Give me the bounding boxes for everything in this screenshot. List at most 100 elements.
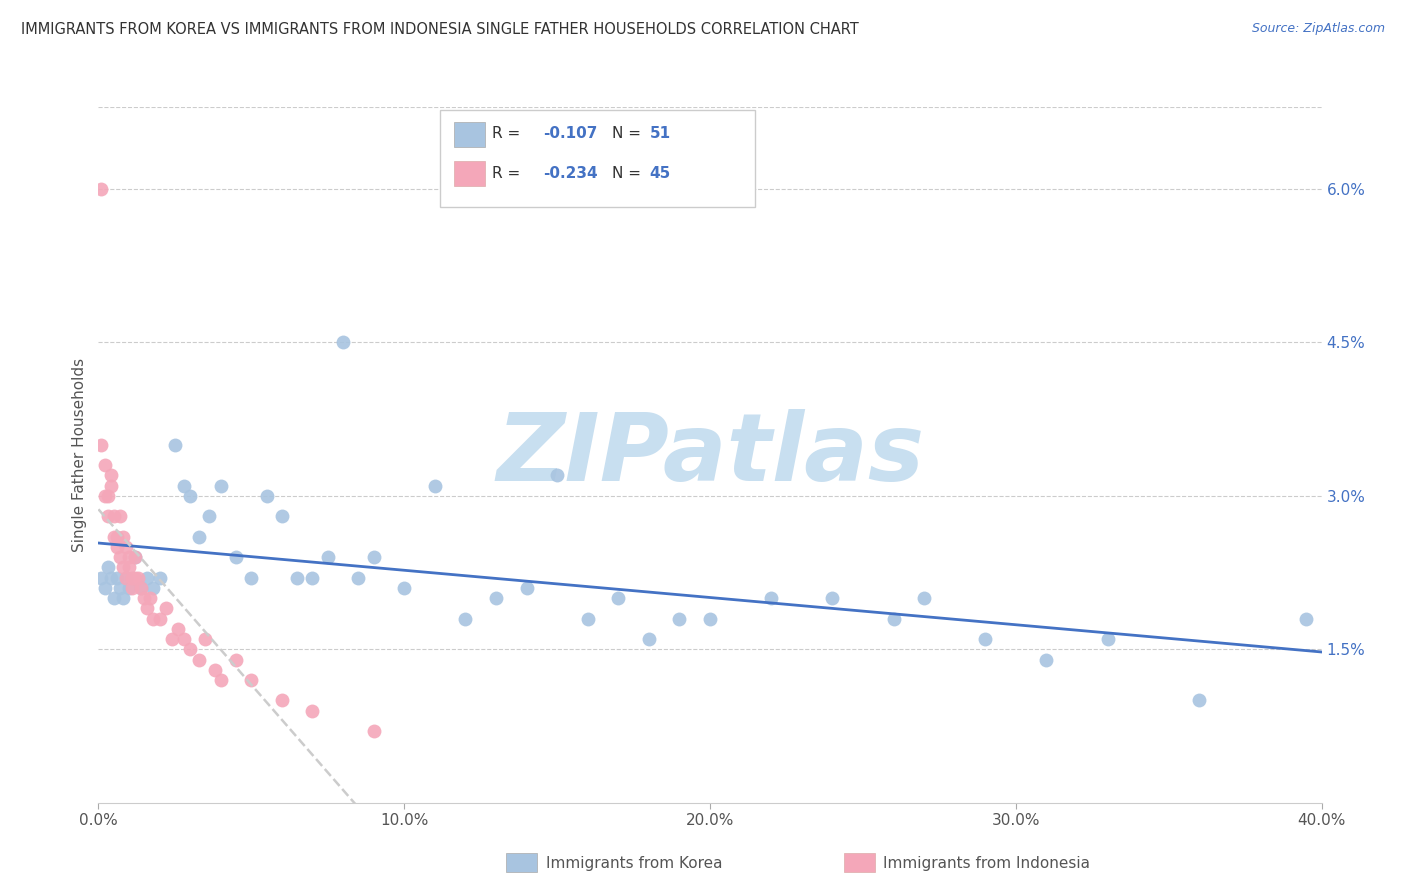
Point: [173, 478, 195, 492]
Point: [142, 581, 165, 595]
Point: [103, 509, 125, 524]
Point: [129, 581, 152, 595]
Point: [121, 571, 143, 585]
Text: -0.234: -0.234: [543, 166, 598, 180]
Point: [209, 673, 232, 687]
Point: [316, 550, 339, 565]
Point: [115, 571, 138, 585]
Point: [167, 622, 190, 636]
Point: [270, 693, 292, 707]
Point: [759, 591, 782, 606]
Point: [108, 509, 131, 524]
Point: [225, 550, 247, 565]
Point: [97, 560, 120, 574]
Point: [139, 591, 162, 606]
Point: [974, 632, 997, 646]
Point: [637, 632, 661, 646]
Point: [607, 591, 630, 606]
Point: [100, 468, 122, 483]
Point: [1097, 632, 1119, 646]
Text: Immigrants from Indonesia: Immigrants from Indonesia: [883, 856, 1090, 871]
Point: [576, 612, 599, 626]
Point: [883, 612, 905, 626]
Point: [1188, 693, 1211, 707]
Point: [516, 581, 538, 595]
Y-axis label: Single Father Households: Single Father Households: [72, 358, 87, 552]
Point: [108, 581, 131, 595]
Point: [256, 489, 278, 503]
Point: [188, 530, 211, 544]
Point: [240, 673, 263, 687]
Text: Source: ZipAtlas.com: Source: ZipAtlas.com: [1251, 22, 1385, 36]
Point: [115, 571, 138, 585]
Point: [160, 632, 183, 646]
Text: Immigrants from Korea: Immigrants from Korea: [546, 856, 723, 871]
Point: [301, 571, 323, 585]
Point: [90, 571, 112, 585]
Point: [93, 581, 115, 595]
Text: R =: R =: [492, 166, 526, 180]
Point: [240, 571, 263, 585]
Point: [155, 601, 177, 615]
Point: [129, 581, 152, 595]
Point: [93, 458, 115, 472]
Text: -0.107: -0.107: [543, 127, 598, 141]
Point: [136, 601, 159, 615]
Point: [97, 489, 120, 503]
Point: [225, 652, 247, 666]
Point: [127, 571, 149, 585]
Point: [270, 509, 292, 524]
Point: [118, 550, 141, 565]
Point: [93, 489, 115, 503]
Point: [149, 571, 172, 585]
Text: N =: N =: [612, 166, 645, 180]
Point: [111, 560, 134, 574]
Point: [90, 182, 112, 196]
Point: [105, 540, 128, 554]
Point: [118, 581, 141, 595]
Point: [363, 724, 385, 739]
Point: [124, 550, 146, 565]
Point: [111, 591, 134, 606]
Point: [1035, 652, 1057, 666]
Point: [118, 560, 141, 574]
Point: [423, 478, 446, 492]
Point: [136, 571, 159, 585]
Point: [149, 612, 172, 626]
Point: [163, 438, 186, 452]
Text: ZIPatlas: ZIPatlas: [496, 409, 924, 501]
Point: [100, 571, 122, 585]
Point: [699, 612, 721, 626]
Text: IMMIGRANTS FROM KOREA VS IMMIGRANTS FROM INDONESIA SINGLE FATHER HOUSEHOLDS CORR: IMMIGRANTS FROM KOREA VS IMMIGRANTS FROM…: [21, 22, 859, 37]
Point: [142, 612, 165, 626]
Point: [912, 591, 935, 606]
Point: [97, 509, 120, 524]
Point: [485, 591, 508, 606]
Point: [134, 591, 156, 606]
Point: [1295, 612, 1317, 626]
Point: [209, 478, 232, 492]
Point: [363, 550, 385, 565]
Point: [285, 571, 308, 585]
Point: [115, 540, 138, 554]
Point: [105, 571, 128, 585]
Point: [179, 489, 201, 503]
Point: [100, 478, 122, 492]
Point: [124, 550, 146, 565]
Point: [301, 704, 323, 718]
Text: 45: 45: [650, 166, 671, 180]
Point: [103, 591, 125, 606]
Point: [194, 632, 217, 646]
Point: [121, 581, 143, 595]
Point: [332, 335, 354, 350]
Point: [173, 632, 195, 646]
Text: 51: 51: [650, 127, 671, 141]
Point: [821, 591, 844, 606]
Point: [197, 509, 219, 524]
Point: [105, 530, 128, 544]
Point: [124, 571, 146, 585]
Point: [204, 663, 226, 677]
Point: [668, 612, 690, 626]
Point: [179, 642, 201, 657]
Point: [546, 468, 568, 483]
